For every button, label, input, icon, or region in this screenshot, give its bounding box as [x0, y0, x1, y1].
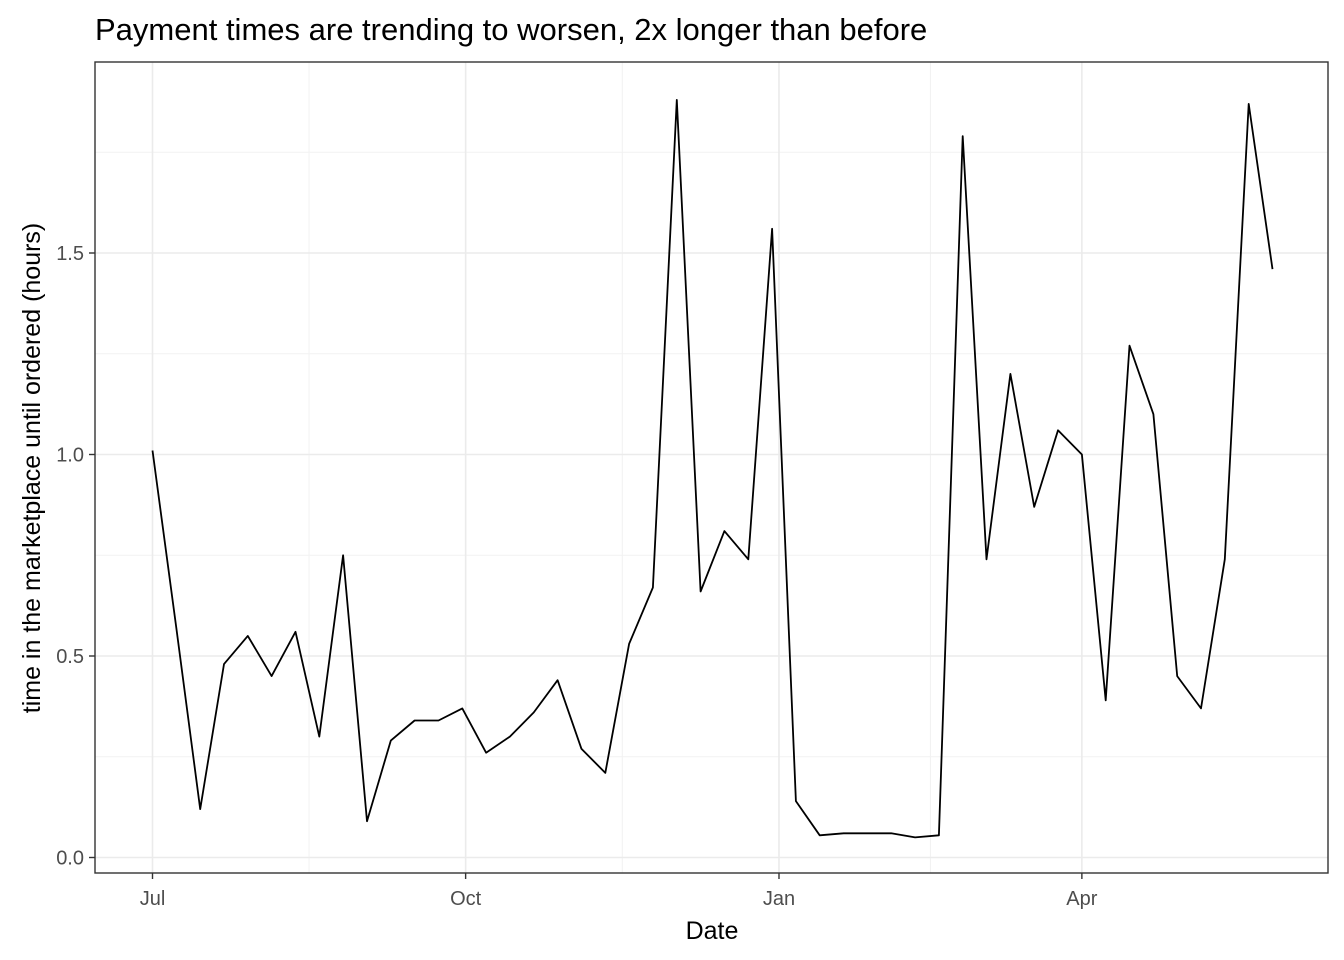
series-layer [151, 99, 1274, 839]
series-line [151, 99, 1274, 839]
grid-lines [95, 62, 1328, 873]
x-tick-label: Apr [1066, 888, 1097, 910]
y-tick-label: 1.0 [56, 445, 84, 467]
x-tick-label: Jul [140, 888, 166, 910]
x-axis: Jul Oct Jan Apr [140, 873, 1098, 910]
x-tick-label: Oct [450, 888, 482, 910]
y-axis: 0.0 0.5 1.0 1.5 [56, 243, 95, 870]
x-axis-title: Date [686, 917, 739, 945]
plot-panel [94, 61, 1329, 874]
y-axis-title: time in the marketplace until ordered (h… [18, 223, 46, 714]
y-tick-label: 0.0 [56, 848, 84, 870]
y-tick-label: 0.5 [56, 646, 84, 668]
x-tick-label: Jan [763, 888, 795, 910]
panel-border [94, 61, 1329, 874]
chart-title: Payment times are trending to worsen, 2x… [95, 12, 927, 47]
y-tick-label: 1.5 [56, 243, 84, 265]
